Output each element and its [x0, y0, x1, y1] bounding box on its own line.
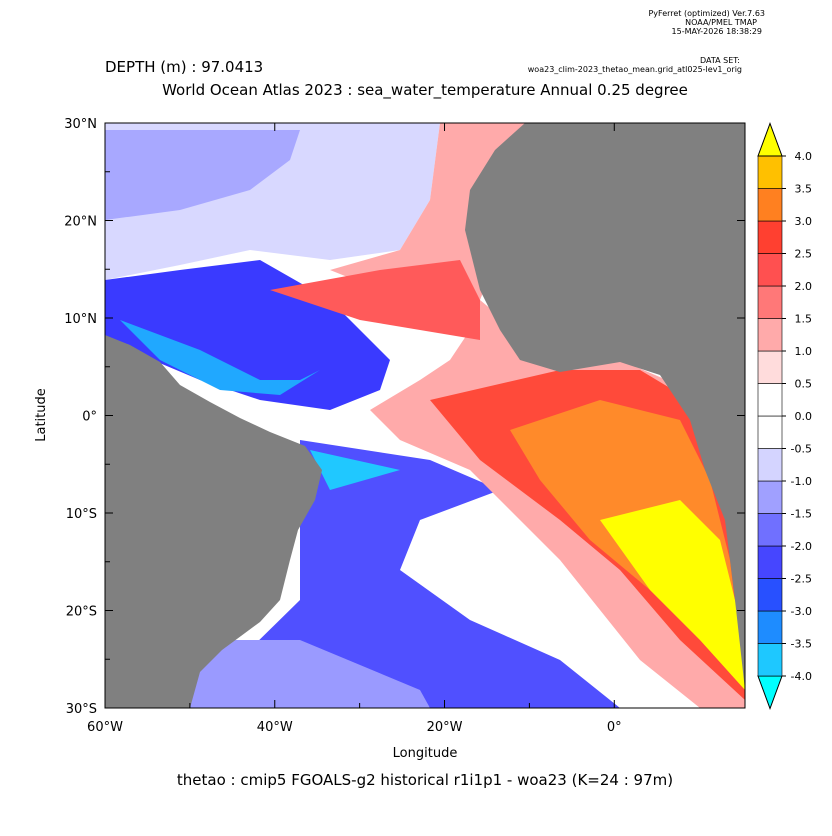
- caption: thetao : cmip5 FGOALS-g2 historical r1i1…: [177, 771, 673, 789]
- field-eq-cyan: [120, 320, 320, 395]
- colorbar-label: -0.5: [791, 443, 812, 456]
- y-tick-label: 20°S: [66, 605, 97, 620]
- depth-label: DEPTH (m) : 97.0413: [105, 58, 263, 76]
- colorbar-label: -4.0: [791, 670, 812, 683]
- x-axis-label: Longitude: [393, 746, 458, 761]
- colorbar-bin: [757, 415, 783, 449]
- colorbar-label: -3.0: [791, 605, 812, 618]
- y-tick-label: 30°S: [66, 702, 97, 717]
- y-axis-label: Latitude: [34, 388, 49, 442]
- program: PyFerret (optimized) Ver.7.63: [648, 9, 765, 18]
- field-cyan2: [310, 450, 400, 490]
- colorbar-label: -2.0: [791, 540, 812, 553]
- colorbar-bin: [757, 285, 783, 319]
- field-yellow: [600, 500, 745, 690]
- colorbar-over: [757, 122, 783, 157]
- colorbar-bin: [757, 578, 783, 612]
- colorbar-label: 4.0: [795, 150, 813, 163]
- colorbar-bin: [757, 155, 783, 189]
- colorbar-bin: [757, 513, 783, 547]
- colorbar-bin: [757, 545, 783, 579]
- colorbar-label: -1.5: [791, 508, 812, 521]
- colorbar-label: -3.5: [791, 638, 812, 651]
- field-ne2: [270, 260, 480, 340]
- colorbar-bin: [757, 610, 783, 644]
- y-tick-label: 0°: [82, 410, 97, 425]
- field-sa-light: [190, 640, 430, 708]
- colorbar-bin: [757, 383, 783, 417]
- colorbar-bin: [757, 220, 783, 254]
- colorbar-label: 2.5: [795, 248, 813, 261]
- y-tick-label: 10°S: [66, 507, 97, 522]
- colorbar-label: 0.5: [795, 378, 813, 391]
- colorbar-label: 0.0: [795, 410, 813, 423]
- colorbar-label: 1.5: [795, 313, 813, 326]
- colorbar-under: [757, 675, 783, 710]
- org: NOAA/PMEL TMAP: [685, 18, 757, 27]
- y-tick-label: 30°N: [64, 117, 97, 132]
- land-africa: [465, 123, 745, 690]
- x-tick-label: 60°W: [87, 720, 123, 735]
- date: 15-MAY-2026 18:38:29: [672, 27, 762, 36]
- y-tick-label: 20°N: [64, 215, 97, 230]
- colorbar-label: 2.0: [795, 280, 813, 293]
- colorbar-label: 1.0: [795, 345, 813, 358]
- colorbar-bin: [757, 643, 783, 677]
- chart-title: World Ocean Atlas 2023 : sea_water_tempe…: [162, 81, 688, 100]
- field: [105, 123, 745, 708]
- colorbar-bin: [757, 188, 783, 222]
- x-tick-label: 40°W: [257, 720, 293, 735]
- dataset-label: DATA SET:: [700, 56, 740, 65]
- x-tick-label: 20°W: [427, 720, 463, 735]
- colorbar-label: 3.0: [795, 215, 813, 228]
- colorbar-label: -2.5: [791, 573, 812, 586]
- colorbar-label: -1.0: [791, 475, 812, 488]
- colorbar-bin: [757, 480, 783, 514]
- field-nw2: [105, 130, 300, 220]
- colorbar-label: 3.5: [795, 183, 813, 196]
- colorbar-bin: [757, 318, 783, 352]
- x-tick-label: 0°: [607, 720, 622, 735]
- colorbar-bin: [757, 350, 783, 384]
- colorbar-bin: [757, 448, 783, 482]
- dataset: woa23_clim-2023_thetao_mean.grid_atl025-…: [528, 65, 742, 74]
- colorbar-bin: [757, 253, 783, 287]
- land-south-america: [105, 335, 322, 708]
- y-tick-label: 10°N: [64, 312, 97, 327]
